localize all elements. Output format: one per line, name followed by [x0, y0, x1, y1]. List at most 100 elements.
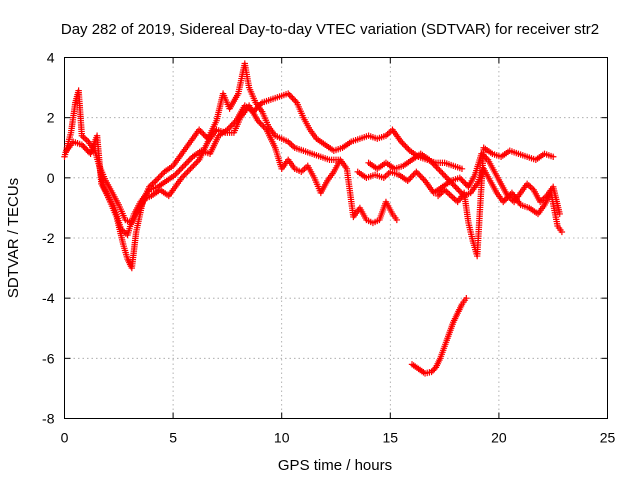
x-tick-label: 20 — [491, 430, 507, 446]
data-point — [182, 170, 190, 177]
data-point — [456, 174, 464, 182]
data-point — [428, 368, 435, 376]
data-point — [150, 179, 158, 186]
data-point — [290, 96, 298, 103]
data-point — [198, 129, 206, 136]
x-axis: 0 5 10 15 20 25 — [61, 57, 616, 446]
data-point — [413, 168, 420, 176]
data-point — [83, 146, 90, 153]
data-point — [558, 228, 566, 236]
data-point — [447, 179, 455, 186]
data-point — [152, 177, 159, 185]
data-point — [418, 174, 426, 182]
data-point — [185, 167, 193, 174]
data-point — [299, 167, 307, 174]
y-tick-label: 2 — [47, 110, 55, 126]
series-track-a — [61, 60, 342, 272]
x-tick-label: 25 — [600, 430, 616, 446]
data-point — [183, 159, 191, 166]
data-point — [446, 191, 453, 198]
y-tick-label: -2 — [42, 230, 55, 246]
data-point — [460, 179, 468, 186]
data-point — [431, 365, 438, 373]
chart-title: Day 282 of 2019, Sidereal Day-to-day VTE… — [61, 21, 599, 38]
data-point — [225, 124, 233, 132]
data-point — [185, 158, 192, 165]
data-point — [452, 183, 459, 191]
data-point — [156, 173, 164, 180]
data-point — [179, 164, 186, 171]
data-point — [400, 141, 408, 148]
data-point — [81, 144, 88, 151]
data-point — [437, 168, 445, 176]
y-tick-label: 0 — [47, 170, 55, 186]
data-point — [429, 159, 436, 166]
data-point — [556, 210, 563, 218]
data-point — [287, 93, 295, 100]
grid — [64, 57, 608, 419]
x-tick-label: 10 — [274, 430, 290, 446]
data-point — [184, 168, 191, 176]
data-point — [451, 195, 458, 203]
data-point — [501, 197, 508, 204]
data-point — [261, 124, 269, 132]
data-point — [81, 135, 89, 142]
data-point — [186, 156, 193, 163]
x-tick-label: 15 — [383, 430, 399, 446]
data-point — [227, 123, 234, 130]
y-tick-label: -8 — [42, 411, 55, 427]
y-tick-label: 4 — [47, 50, 55, 66]
data-point — [449, 194, 456, 201]
data-point — [176, 167, 183, 174]
data-point — [257, 120, 264, 127]
data-point — [174, 168, 182, 176]
data-point — [155, 174, 162, 182]
data-point — [455, 186, 462, 194]
data-point — [197, 128, 204, 135]
data-point — [527, 183, 534, 191]
data-point — [433, 164, 440, 171]
data-point — [430, 161, 437, 168]
data-point — [550, 153, 557, 160]
data-point — [407, 174, 414, 182]
data-point — [195, 126, 203, 133]
data-point — [258, 121, 266, 129]
data-point — [288, 141, 295, 148]
data-point — [502, 195, 510, 203]
data-point — [286, 91, 293, 99]
data-point — [257, 100, 264, 108]
data-point — [447, 192, 455, 200]
data-point — [434, 165, 442, 173]
data-point — [405, 176, 413, 183]
data-point — [500, 198, 507, 206]
data-point — [403, 144, 411, 151]
data-point — [178, 174, 185, 182]
data-point — [83, 137, 90, 144]
data-point — [431, 162, 439, 169]
data-point — [414, 170, 422, 177]
data-point — [463, 294, 470, 302]
data-point — [256, 102, 263, 109]
data-point — [80, 143, 87, 150]
data-point — [200, 131, 207, 138]
data-point — [393, 216, 401, 224]
data-point — [426, 156, 433, 163]
series-track-c — [96, 102, 401, 227]
data-point — [397, 138, 405, 145]
data-point — [180, 162, 188, 169]
y-axis: -8 -6 -4 -2 0 2 4 — [42, 50, 608, 427]
data-point — [193, 159, 200, 166]
data-point — [404, 177, 411, 185]
data-point — [459, 177, 466, 185]
y-tick-label: -6 — [42, 350, 55, 366]
data-point — [453, 185, 461, 192]
data-point — [191, 161, 199, 168]
data-point — [182, 161, 189, 168]
x-tick-label: 5 — [169, 430, 177, 446]
data-point — [190, 162, 197, 169]
data-point — [417, 173, 424, 180]
data-point — [201, 132, 209, 139]
data-point — [445, 176, 452, 183]
data-points — [61, 60, 566, 377]
data-point — [440, 171, 448, 179]
